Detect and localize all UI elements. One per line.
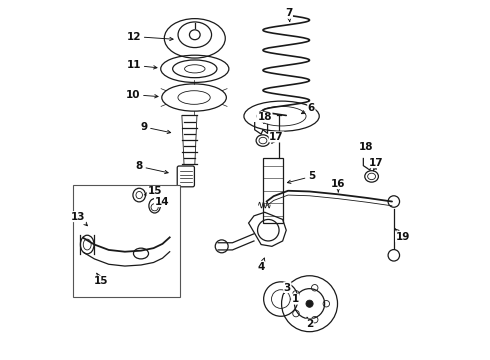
Text: 2: 2 [306,317,313,329]
Text: 5: 5 [288,171,316,184]
Text: 13: 13 [71,212,87,226]
Text: 18: 18 [257,112,272,123]
Text: 12: 12 [126,32,173,41]
FancyBboxPatch shape [263,158,283,223]
Text: 10: 10 [126,90,158,100]
FancyBboxPatch shape [177,166,195,187]
Text: 8: 8 [136,161,168,174]
Text: 17: 17 [269,132,284,143]
Text: 6: 6 [301,103,315,114]
Text: 19: 19 [395,229,410,242]
Text: 18: 18 [359,142,373,152]
Text: 9: 9 [140,122,171,134]
Bar [73,185,180,297]
Text: 1: 1 [291,294,299,304]
Text: 15: 15 [94,273,109,286]
Text: 3: 3 [284,283,291,293]
Text: 14: 14 [154,197,169,207]
Circle shape [306,300,313,307]
Text: 16: 16 [331,179,345,192]
Text: 17: 17 [368,158,383,171]
Text: 4: 4 [257,258,265,272]
Text: 7: 7 [285,8,293,22]
Text: 15: 15 [144,186,162,197]
Text: 11: 11 [126,60,157,70]
